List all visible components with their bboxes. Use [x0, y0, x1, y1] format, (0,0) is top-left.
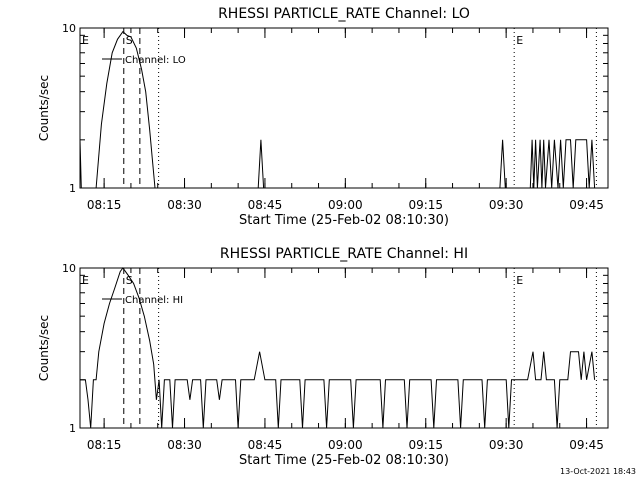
- chart-title: RHESSI PARTICLE_RATE Channel: HI: [220, 246, 468, 262]
- annotation-s-2: S: [126, 34, 133, 47]
- annotation-e-1: E: [82, 34, 89, 47]
- y-tick-label-1: 1: [69, 182, 76, 195]
- y-tick-label-10: 10: [62, 22, 76, 35]
- y-axis-label: Counts/sec: [37, 75, 51, 141]
- annotation-e-3: E: [516, 274, 523, 287]
- legend-label: Channel: LO: [125, 55, 186, 66]
- y-tick-label-10: 10: [62, 262, 76, 275]
- chart-2: RHESSI PARTICLE_RATE Channel: HI Start Ti…: [37, 246, 609, 468]
- plot-frame: [79, 267, 609, 429]
- x-tick-label-0930: 09:30: [489, 438, 524, 452]
- x-tick-label-0815: 08:15: [87, 438, 122, 452]
- x-tick-label-0830: 08:30: [167, 198, 202, 212]
- y-tick-label-1: 1: [69, 422, 76, 435]
- annotation-e-3: E: [516, 34, 523, 47]
- x-tick-label-0915: 09:15: [408, 438, 443, 452]
- annotation-e-1: E: [82, 274, 89, 287]
- x-tick-label-0845: 08:45: [248, 198, 283, 212]
- charts-layer: RHESSI PARTICLE_RATE Channel: LO Start Ti…: [37, 6, 609, 468]
- series-line-1: [79, 30, 596, 189]
- x-axis-label: Start Time (25-Feb-02 08:10:30): [239, 453, 449, 468]
- x-axis-label: Start Time (25-Feb-02 08:10:30): [239, 213, 449, 228]
- annotation-s-2: S: [126, 274, 133, 287]
- x-tick-label-0915: 09:15: [408, 198, 443, 212]
- y-axis-label: Counts/sec: [37, 315, 51, 381]
- x-tick-label-0900: 09:00: [328, 438, 363, 452]
- x-tick-label-0830: 08:30: [167, 438, 202, 452]
- chart-title: RHESSI PARTICLE_RATE Channel: LO: [218, 6, 470, 22]
- x-tick-label-0815: 08:15: [87, 198, 122, 212]
- series-line-1: [80, 267, 596, 429]
- x-tick-label-0900: 09:00: [328, 198, 363, 212]
- x-tick-label-0945: 09:45: [569, 438, 604, 452]
- x-tick-label-0945: 09:45: [569, 198, 604, 212]
- x-tick-label-0845: 08:45: [248, 438, 283, 452]
- legend-label: Channel: HI: [125, 295, 183, 306]
- chart-1: RHESSI PARTICLE_RATE Channel: LO Start Ti…: [37, 6, 609, 228]
- x-tick-label-0930: 09:30: [489, 198, 524, 212]
- footer-timestamp: 13-Oct-2021 18:43: [560, 467, 636, 476]
